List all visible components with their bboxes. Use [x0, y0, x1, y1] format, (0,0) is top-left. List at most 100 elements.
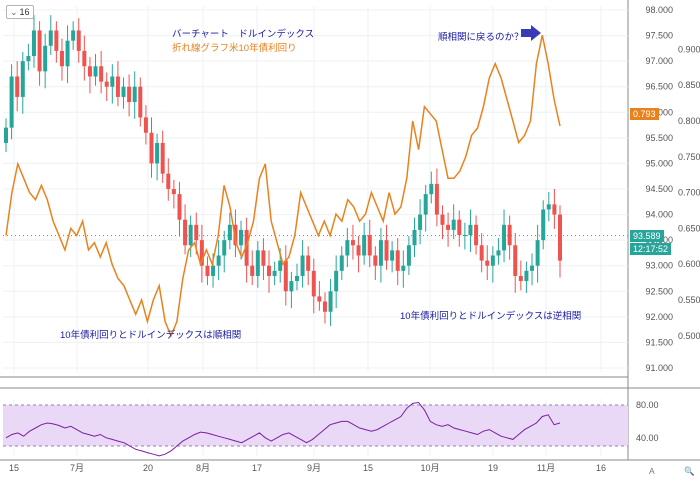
left-axis-tick: 91.000 [645, 363, 673, 373]
chevron-down-icon: ⌄ [10, 7, 18, 17]
candle-body [4, 127, 8, 143]
annotation-bottom-right: 10年債利回りとドルインデックスは逆相関 [400, 311, 582, 322]
auto-scale-button[interactable]: A [649, 466, 655, 476]
candle-body [188, 224, 193, 246]
candle-body [278, 260, 283, 271]
candle-body [82, 50, 87, 67]
log-scale-button[interactable]: 🔍 [684, 466, 695, 476]
candle-body [132, 86, 137, 103]
candle-body [171, 189, 176, 195]
right-axis-tick: 0.750 [678, 152, 700, 162]
candle-body [479, 245, 484, 261]
candle-body [211, 265, 216, 276]
candle-body [255, 250, 260, 276]
candle-body [457, 219, 462, 236]
candle-body [239, 229, 244, 246]
candle-body [244, 229, 249, 266]
candle-body [339, 255, 344, 271]
left-axis-tick: 98.000 [645, 5, 673, 15]
x-axis-tick: 11月 [537, 463, 555, 473]
candle-body [110, 76, 115, 87]
candle-body [205, 265, 210, 276]
candle-body [373, 255, 378, 266]
candle-body [395, 250, 400, 271]
candle-body [541, 209, 546, 241]
candle-body [406, 245, 411, 266]
x-axis-tick: 17 [252, 463, 262, 473]
candle-body [9, 76, 14, 128]
candle-body [345, 240, 350, 256]
candle-body [15, 76, 20, 97]
x-axis-tick: 20 [143, 463, 153, 473]
candle-body [524, 270, 529, 282]
candle-body [401, 265, 406, 271]
candle-body [451, 219, 456, 230]
candle-body [367, 235, 372, 256]
right-axis-tick: 0.700 [678, 188, 700, 198]
candle-body [546, 204, 551, 210]
candle-body [552, 204, 557, 215]
candle-body [518, 275, 523, 282]
candle-body [199, 240, 204, 266]
candle-body [283, 260, 288, 292]
left-axis-tick: 92.500 [645, 286, 673, 296]
x-axis-tick: 15 [9, 463, 19, 473]
candle-body [222, 240, 227, 256]
candle-body [300, 255, 305, 276]
candle-body [423, 194, 428, 215]
x-axis-tick: 9月 [307, 463, 321, 473]
countdown-tag: 12:17:52 [630, 243, 672, 255]
candle-body [250, 265, 255, 276]
yield-current-tag: 0.793 [630, 108, 659, 120]
candle-body [468, 224, 473, 236]
right-axis-tick: 0.900 [678, 44, 700, 54]
candle-body [311, 270, 316, 297]
candle-body [37, 30, 42, 72]
candle-body [93, 66, 98, 77]
right-axis-tick: 0.550 [678, 295, 700, 305]
candle-body [462, 235, 467, 237]
candle-body [412, 229, 417, 246]
candle-body [59, 50, 64, 67]
candle-body [160, 142, 165, 174]
left-axis-tick: 94.000 [645, 210, 673, 220]
yield-series-line [5, 34, 561, 338]
candle-body [513, 245, 518, 276]
candle-body [227, 224, 232, 241]
x-axis-tick: 10月 [420, 463, 439, 473]
candle-body [115, 76, 120, 97]
right-axis-tick: 0.600 [678, 259, 700, 269]
chart-title: バーチャート ドルインデックス [172, 29, 315, 40]
candle-body [535, 240, 540, 266]
x-axis-tick: 8月 [196, 463, 210, 473]
right-axis-tick: 0.650 [678, 223, 700, 233]
candle-body [138, 86, 143, 118]
candle-body [48, 30, 53, 46]
candle-body [384, 240, 389, 261]
candle-body [496, 250, 501, 256]
candle-body [20, 61, 25, 97]
candle-body [261, 250, 266, 266]
candle-body [121, 86, 126, 97]
chart-subtitle: 折れ線グラフ米10年債利回り [172, 43, 297, 54]
candle-body [177, 194, 182, 220]
candle-body [502, 224, 507, 251]
left-axis-tick: 93.000 [645, 261, 673, 271]
interval-badge[interactable]: ⌄ 16 [6, 5, 34, 19]
left-axis-tick: 92.000 [645, 312, 673, 322]
candle-body [149, 132, 154, 164]
left-axis-tick: 95.500 [645, 133, 673, 143]
left-axis-tick: 95.000 [645, 158, 673, 168]
candle-body [362, 235, 367, 256]
candle-body [429, 183, 434, 195]
candle-body [104, 81, 109, 87]
dxy-current-tag: 93.589 [630, 230, 664, 242]
candle-body [474, 224, 479, 246]
left-axis-tick: 91.500 [645, 337, 673, 347]
candle-body [328, 291, 333, 312]
x-axis-tick: 19 [488, 463, 498, 473]
left-axis-tick: 96.000 [645, 107, 673, 117]
candle-body [507, 224, 512, 246]
candle-body [127, 86, 132, 103]
